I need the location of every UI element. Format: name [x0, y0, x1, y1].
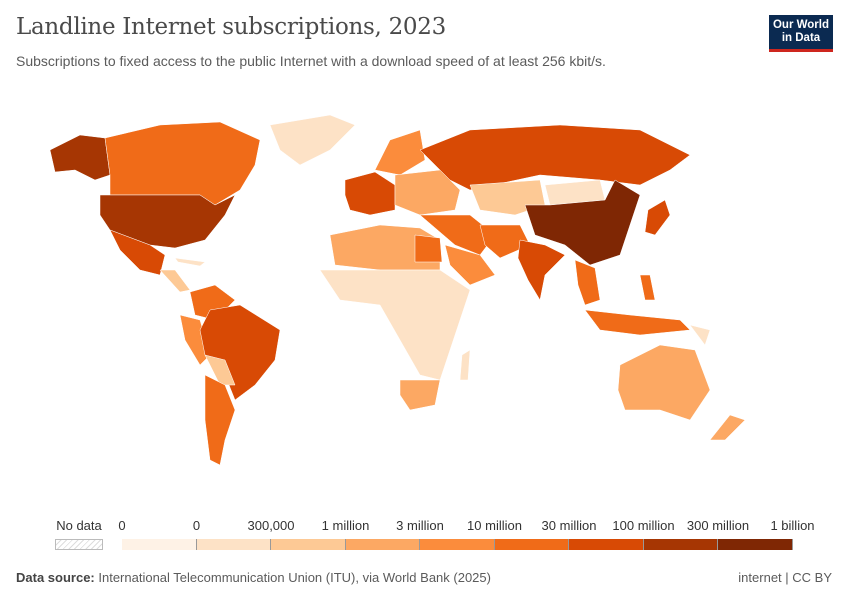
- country-egypt[interactable]: [414, 234, 443, 263]
- legend-tick-label: 300 million: [686, 518, 750, 533]
- legend-swatch[interactable]: [718, 539, 793, 550]
- country-alaska-usa[interactable]: [49, 134, 111, 181]
- country-south-africa[interactable]: [399, 379, 441, 411]
- legend-swatch[interactable]: [345, 539, 420, 550]
- chart-title: Landline Internet subscriptions, 2023: [16, 14, 446, 40]
- legend-tick-label: 1 billion: [770, 518, 815, 533]
- logo-line2: in Data: [781, 32, 821, 44]
- country-western-europe[interactable]: [344, 171, 396, 216]
- country-southeast-asia[interactable]: [574, 259, 601, 306]
- legend-no-data-swatch[interactable]: [55, 539, 103, 550]
- country-argentina-chile[interactable]: [204, 374, 236, 466]
- legend-swatch[interactable]: [494, 539, 569, 550]
- country-scandinavia[interactable]: [374, 129, 426, 176]
- legend-swatch[interactable]: [569, 539, 644, 550]
- legend: No data 0 0 300,000 1 million 3 million 10 mi…: [0, 515, 850, 555]
- license[interactable]: internet | CC BY: [738, 570, 832, 585]
- chart-subtitle: Subscriptions to fixed access to the pub…: [16, 53, 606, 69]
- data-source: Data source: International Telecommunica…: [16, 570, 491, 585]
- owid-logo[interactable]: Our World in Data: [769, 15, 833, 52]
- country-saudi-arabia[interactable]: [444, 244, 496, 286]
- country-indonesia[interactable]: [584, 309, 691, 336]
- legend-tick-label: 30 million: [541, 518, 597, 533]
- country-new-zealand[interactable]: [709, 414, 746, 441]
- world-map: [49, 114, 746, 466]
- legend-swatch[interactable]: [271, 539, 346, 550]
- country-china[interactable]: [524, 179, 641, 266]
- legend-tick-label: 100 million: [612, 518, 675, 533]
- country-australia[interactable]: [617, 344, 711, 421]
- country-sub-saharan-africa[interactable]: [319, 269, 471, 381]
- country-central-america[interactable]: [159, 269, 191, 293]
- country-brazil[interactable]: [199, 304, 281, 401]
- legend-tick-label: 1 million: [321, 518, 370, 533]
- data-source-label: Data source:: [16, 570, 95, 585]
- country-india[interactable]: [517, 239, 566, 301]
- country-philippines[interactable]: [639, 274, 656, 301]
- data-source-text[interactable]: International Telecommunication Union (I…: [98, 570, 491, 585]
- country-mexico[interactable]: [109, 229, 166, 276]
- legend-swatch[interactable]: [420, 539, 495, 550]
- country-canada[interactable]: [104, 121, 261, 206]
- country-japan[interactable]: [644, 199, 671, 236]
- legend-tick-label: 0: [118, 518, 126, 533]
- legend-swatch[interactable]: [196, 539, 271, 550]
- legend-no-data-label: No data: [56, 518, 102, 533]
- logo-line1: Our World: [772, 19, 829, 31]
- legend-tick-label: 3 million: [396, 518, 444, 533]
- country-peru-ecuador[interactable]: [179, 314, 211, 366]
- country-madagascar[interactable]: [459, 349, 471, 381]
- legend-swatch[interactable]: [122, 539, 197, 550]
- country-iran-pakistan[interactable]: [479, 224, 531, 259]
- country-cuba-caribbean[interactable]: [174, 257, 206, 267]
- country-russia[interactable]: [419, 124, 691, 191]
- country-bolivia-paraguay[interactable]: [204, 354, 236, 386]
- country-papua-new-guinea[interactable]: [689, 324, 711, 346]
- legend-swatch[interactable]: [643, 539, 718, 550]
- legend-tick-label: 10 million: [467, 518, 522, 533]
- legend-tick-label: 300,000: [247, 518, 295, 533]
- country-usa[interactable]: [99, 194, 236, 249]
- legend-tick-label: 0: [192, 518, 201, 533]
- country-greenland[interactable]: [269, 114, 356, 166]
